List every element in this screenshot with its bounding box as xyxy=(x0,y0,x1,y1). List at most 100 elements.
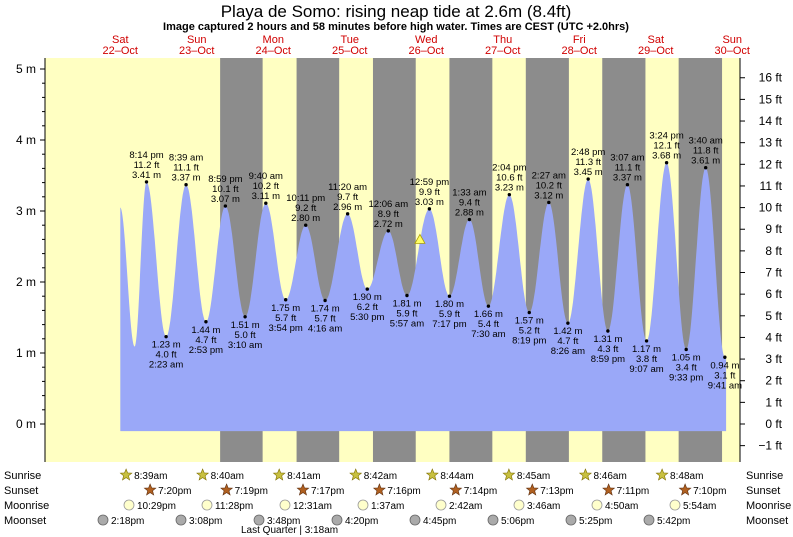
moonset-time: 4:45pm xyxy=(423,516,456,527)
day-date: 29–Oct xyxy=(638,45,673,57)
tide-ft: 6.2 ft xyxy=(357,302,378,313)
sunset-icon xyxy=(602,483,616,496)
right-tick-label: 5 ft xyxy=(765,309,782,323)
sunrise-time: 8:40am xyxy=(211,471,244,482)
tide-m: 3.12 m xyxy=(534,190,563,201)
tide-point xyxy=(586,177,590,181)
tide-point xyxy=(684,347,688,352)
chart-title: Playa de Somo: rising neap tide at 2.6m … xyxy=(221,2,572,21)
tide-ft: 9.9 ft xyxy=(419,187,440,198)
day-date: 23–Oct xyxy=(179,45,214,57)
moonrise-time: 3:46am xyxy=(527,501,560,512)
tide-time: 1:33 am xyxy=(452,188,486,199)
day-name: Wed xyxy=(415,34,437,46)
tide-ft: 10.2 ft xyxy=(253,181,280,192)
tide-point xyxy=(184,183,188,187)
tide-time: 3:40 am xyxy=(689,136,723,147)
sunset-icon xyxy=(372,483,386,496)
moonrise-time: 12:31am xyxy=(293,501,332,512)
sunrise-icon xyxy=(119,468,133,481)
sunset-time: 7:14pm xyxy=(464,486,497,497)
left-tick-label: 2 m xyxy=(16,275,36,289)
tide-m: 1.31 m xyxy=(593,334,622,345)
tide-ft: 4.7 ft xyxy=(195,335,216,346)
tide-point xyxy=(283,298,288,302)
tide-ft: 11.1 ft xyxy=(173,163,199,174)
tide-time: 7:30 am xyxy=(471,329,505,340)
tide-time: 8:59 pm xyxy=(208,174,242,185)
tide-time: 3:54 pm xyxy=(269,323,303,334)
moonset-icon xyxy=(409,514,421,526)
day-date: 25–Oct xyxy=(332,45,367,57)
day-name: Tue xyxy=(340,34,359,46)
right-tick-label: 16 ft xyxy=(759,71,783,85)
right-tick-label: 7 ft xyxy=(765,266,782,280)
right-tick-label: 9 ft xyxy=(765,222,782,236)
day-date: 22–Oct xyxy=(103,45,138,57)
tide-ft: 11.1 ft xyxy=(615,163,641,174)
moonrise-time: 2:42am xyxy=(449,501,482,512)
sunset-time: 7:17pm xyxy=(311,486,344,497)
right-tick-label: 3 ft xyxy=(765,352,782,366)
tide-point xyxy=(365,287,369,291)
sunrise-time: 8:46am xyxy=(593,471,626,482)
astro-rows: Sunrise Sunrise Sunset Sunset Moonrise Moonri… xyxy=(4,468,791,536)
day-name: Sun xyxy=(722,34,742,46)
tide-ft: 11.8 ft xyxy=(693,146,719,157)
day-date: 24–Oct xyxy=(256,45,291,57)
tide-ft: 4.3 ft xyxy=(597,344,618,355)
tide-ft: 3.4 ft xyxy=(676,362,697,373)
tide-m: 2.80 m xyxy=(291,213,320,224)
moonrise-time: 10:29pm xyxy=(137,501,176,512)
moonset-time: 2:18pm xyxy=(111,516,144,527)
moonset-icon xyxy=(97,514,109,526)
moonrise-time: 11:28pm xyxy=(215,501,253,512)
tide-m: 1.51 m xyxy=(231,320,260,331)
sunrise-icon xyxy=(655,468,669,481)
tide-point xyxy=(243,315,247,319)
tide-time: 12:59 pm xyxy=(410,177,450,188)
moonrise-icon xyxy=(279,499,291,511)
tide-m: 3.45 m xyxy=(574,167,603,178)
tide-time: 8:14 pm xyxy=(129,150,163,161)
sunrise-time: 8:44am xyxy=(440,471,473,482)
tide-point xyxy=(507,192,512,197)
day-date: 28–Oct xyxy=(562,45,597,57)
tide-m: 1.23 m xyxy=(152,340,181,351)
tide-point xyxy=(486,304,491,308)
tide-area xyxy=(120,162,727,432)
day-name: Sat xyxy=(112,34,129,46)
tide-time: 10:11 pm xyxy=(286,193,325,204)
tide-time: 8:19 pm xyxy=(512,336,546,347)
right-tick-label: 10 ft xyxy=(759,201,783,215)
tide-time: 9:41 am xyxy=(708,380,742,391)
tide-time: 3:10 am xyxy=(228,340,262,351)
tide-time: 7:17 pm xyxy=(432,319,466,330)
tide-m: 3.41 m xyxy=(132,170,161,181)
tide-point xyxy=(405,293,409,298)
tide-time: 9:40 am xyxy=(249,171,283,182)
tide-point xyxy=(304,223,308,227)
tide-point xyxy=(427,207,432,211)
tide-point xyxy=(323,298,327,303)
tide-m: 1.75 m xyxy=(271,303,300,314)
tide-m: 1.66 m xyxy=(474,309,503,320)
left-tick-label: 1 m xyxy=(16,346,36,360)
day-name: Fri xyxy=(573,34,586,46)
right-tick-label: 15 ft xyxy=(759,92,783,106)
left-tick-label: 4 m xyxy=(16,133,36,147)
tide-curve xyxy=(120,162,727,432)
tide-m: 0.94 m xyxy=(710,360,739,371)
sunset-time: 7:10pm xyxy=(693,486,726,497)
right-tick-label: 6 ft xyxy=(765,287,782,301)
sunrise-time: 8:48am xyxy=(670,471,703,482)
tide-ft: 11.3 ft xyxy=(575,157,601,168)
row-label-sunset: Sunset xyxy=(4,485,38,497)
moonrise-icon xyxy=(435,499,447,511)
tide-time: 9:33 pm xyxy=(669,372,703,383)
tide-point xyxy=(164,334,168,339)
tide-time: 5:30 pm xyxy=(350,312,384,323)
day-name: Thu xyxy=(493,34,512,46)
day-date: 26–Oct xyxy=(409,45,444,57)
